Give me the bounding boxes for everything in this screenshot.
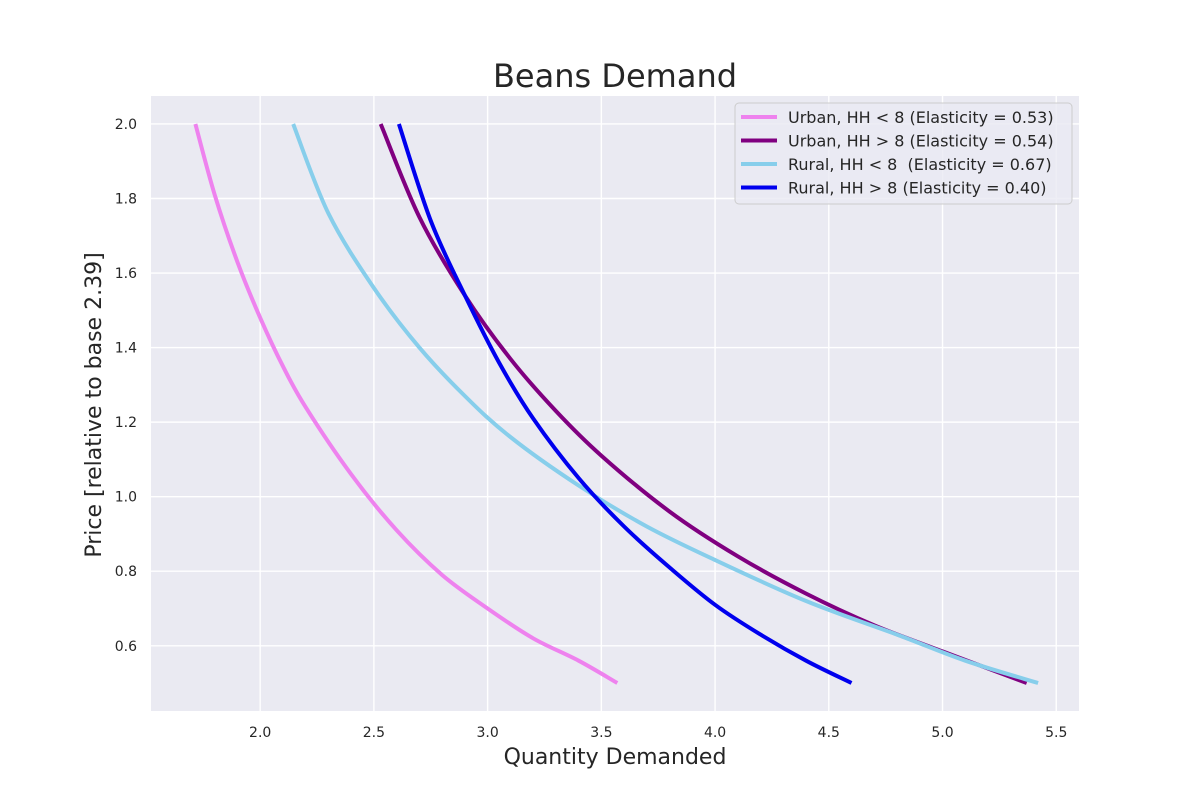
y-tick-label: 1.4 <box>115 341 137 357</box>
axis-ticks: 2.0 2.5 3.0 3.5 4.0 4.5 5.0 5.5 0.6 0.8 1.0 1.2 1.4 1… <box>115 117 1068 741</box>
legend-box <box>734 102 1073 205</box>
x-tick-label: 3.5 <box>590 725 612 741</box>
x-tick-label: 3.0 <box>476 725 498 741</box>
y-tick-label: 0.8 <box>115 564 137 580</box>
legend-label: Urban, HH < 8 (Elasticity = 0.53) <box>788 108 1054 127</box>
series-line-rural-hh-8-elasticity-0-40 <box>397 123 853 685</box>
y-tick-label: 2.0 <box>115 117 137 133</box>
x-tick-label: 2.0 <box>249 725 271 741</box>
legend-label: Urban, HH > 8 (Elasticity = 0.54) <box>788 132 1054 151</box>
legend-label: Rural, HH < 8 (Elasticity = 0.67) <box>788 155 1052 174</box>
legend: Urban, HH < 8 (Elasticity = 0.53) Urban, … <box>734 102 1073 205</box>
y-tick-label: 0.6 <box>115 639 137 655</box>
y-tick-label: 1.0 <box>115 490 137 506</box>
x-axis-label: Quantity Demanded <box>504 745 727 770</box>
series-line-rural-hh-8-elasticity-0-67 <box>291 123 1039 685</box>
series-lines <box>193 123 1039 685</box>
x-tick-label: 4.0 <box>704 725 726 741</box>
y-tick-label: 1.8 <box>115 192 137 208</box>
legend-label: Rural, HH > 8 (Elasticity = 0.40) <box>788 179 1047 198</box>
x-tick-label: 5.0 <box>931 725 953 741</box>
x-tick-label: 4.5 <box>818 725 840 741</box>
y-tick-label: 1.2 <box>115 415 137 431</box>
y-tick-label: 1.6 <box>115 266 137 282</box>
x-tick-label: 5.5 <box>1045 725 1067 741</box>
chart-title: Beans Demand <box>493 57 737 95</box>
y-axis-label: Price [relative to base 2.39] <box>82 252 107 557</box>
x-tick-label: 2.5 <box>363 725 385 741</box>
series-line-urban-hh-8-elasticity-0-53 <box>193 123 619 685</box>
